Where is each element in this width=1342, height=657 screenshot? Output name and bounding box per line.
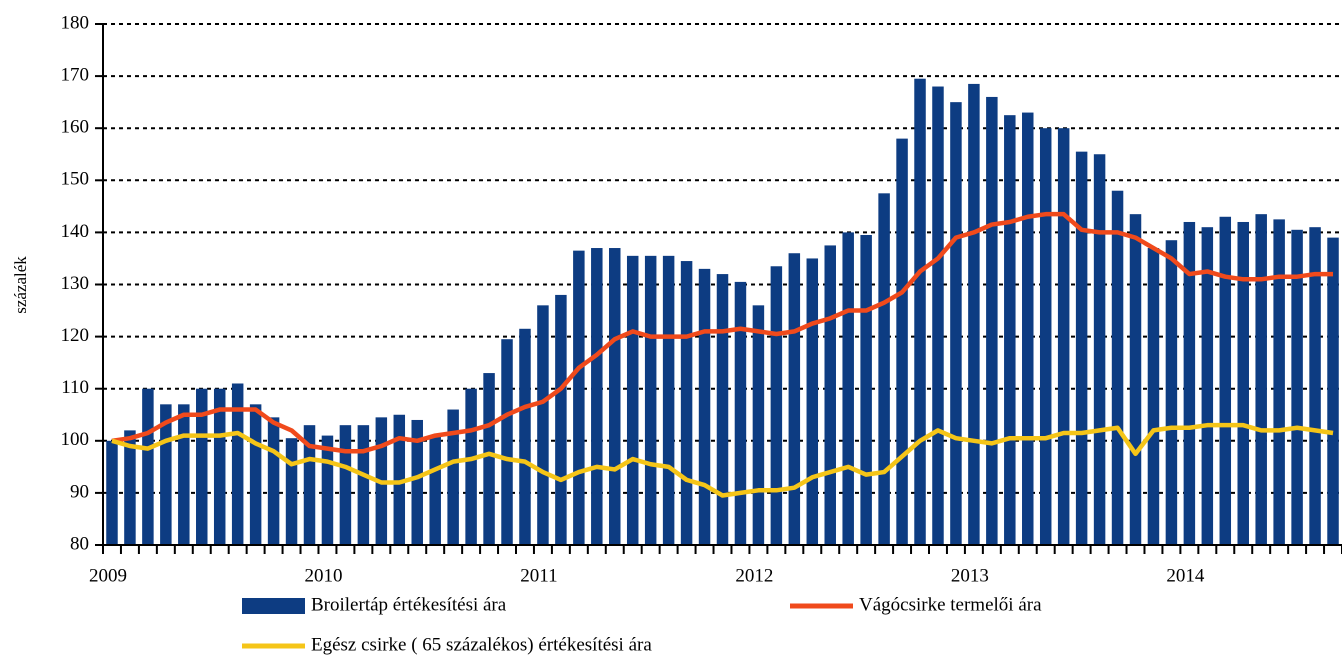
legend-swatch: [242, 598, 305, 614]
legend-label: Broilertáp értékesítési ára: [311, 594, 507, 615]
bar: [662, 255, 675, 545]
y-tick-label: 80: [70, 533, 89, 554]
y-tick-label: 90: [70, 481, 89, 502]
bar: [142, 388, 154, 545]
x-tick-label: 2012: [735, 565, 773, 586]
bar: [752, 305, 765, 545]
bar: [160, 404, 172, 545]
bar: [411, 419, 423, 545]
bar: [537, 305, 549, 545]
bar: [465, 388, 477, 545]
bar: [339, 425, 352, 545]
bar: [106, 440, 118, 545]
bar: [483, 373, 495, 545]
line: [111, 211, 1334, 454]
bar: [716, 274, 729, 545]
bar: [626, 255, 639, 545]
bar: [1273, 219, 1285, 545]
bar: [591, 248, 603, 545]
bar: [519, 328, 531, 545]
bar: [501, 339, 513, 545]
bar: [1057, 128, 1070, 545]
bar: [986, 96, 998, 545]
x-tick-label: 2009: [89, 565, 127, 586]
bar: [1237, 221, 1249, 546]
bar: [644, 255, 657, 545]
bar: [770, 266, 783, 545]
y-tick-label: 170: [61, 64, 90, 85]
bar: [734, 281, 747, 545]
bar: [1183, 221, 1196, 546]
y-tick-label: 120: [61, 325, 90, 346]
bar: [321, 435, 334, 545]
bar: [249, 404, 262, 545]
bar: [303, 425, 316, 545]
bar: [1022, 112, 1034, 545]
bar: [429, 435, 441, 545]
x-tick-label: 2014: [1166, 565, 1205, 586]
x-tick-label: 2010: [304, 565, 342, 586]
bar: [124, 430, 136, 545]
y-tick-label: 100: [61, 429, 90, 450]
bar: [1129, 214, 1142, 546]
y-tick-label: 130: [61, 273, 90, 294]
y-tick-label: 180: [61, 12, 90, 33]
bar: [1201, 227, 1214, 545]
bar: [267, 417, 280, 545]
bar: [860, 235, 872, 545]
y-tick-label: 140: [61, 221, 90, 242]
y-axis-label: százalék: [11, 256, 30, 314]
bar: [231, 383, 244, 545]
bar: [178, 404, 190, 545]
legend-label: Vágócsirke termelői ára: [859, 594, 1042, 615]
bar: [1327, 237, 1339, 546]
bar: [932, 86, 944, 546]
line: [111, 422, 1334, 498]
bar: [285, 438, 298, 545]
bar: [1309, 227, 1321, 545]
bar: [196, 388, 208, 545]
bar: [1147, 248, 1160, 545]
bar: [1255, 214, 1267, 546]
y-tick-label: 150: [61, 169, 90, 190]
bar: [1039, 128, 1052, 545]
bar: [788, 253, 801, 546]
bar: [1291, 229, 1303, 546]
bar: [357, 425, 370, 545]
bar: [914, 78, 926, 545]
bar: [447, 409, 459, 545]
legend-label: Egész csirke ( 65 százalékos) értékesíté…: [311, 634, 652, 655]
x-tick-label: 2013: [951, 565, 989, 586]
y-tick-label: 160: [61, 117, 90, 138]
bar: [213, 388, 226, 545]
bar: [1111, 190, 1124, 545]
bar: [1093, 154, 1106, 545]
y-tick-label: 110: [61, 377, 89, 398]
bar: [824, 245, 836, 546]
bar: [609, 248, 621, 545]
bar: [555, 294, 567, 545]
bar: [842, 232, 854, 545]
bar: [1165, 240, 1178, 545]
bar: [806, 258, 819, 545]
bar: [698, 268, 711, 545]
bar: [573, 250, 585, 545]
bar: [968, 83, 980, 545]
x-tick-label: 2011: [520, 565, 557, 586]
bar: [878, 193, 890, 545]
bar: [1004, 115, 1016, 546]
bar: [896, 138, 908, 545]
bar: [1219, 216, 1232, 545]
bar: [393, 414, 406, 545]
bar: [680, 261, 693, 545]
bar: [1075, 151, 1088, 545]
bar: [950, 102, 962, 546]
